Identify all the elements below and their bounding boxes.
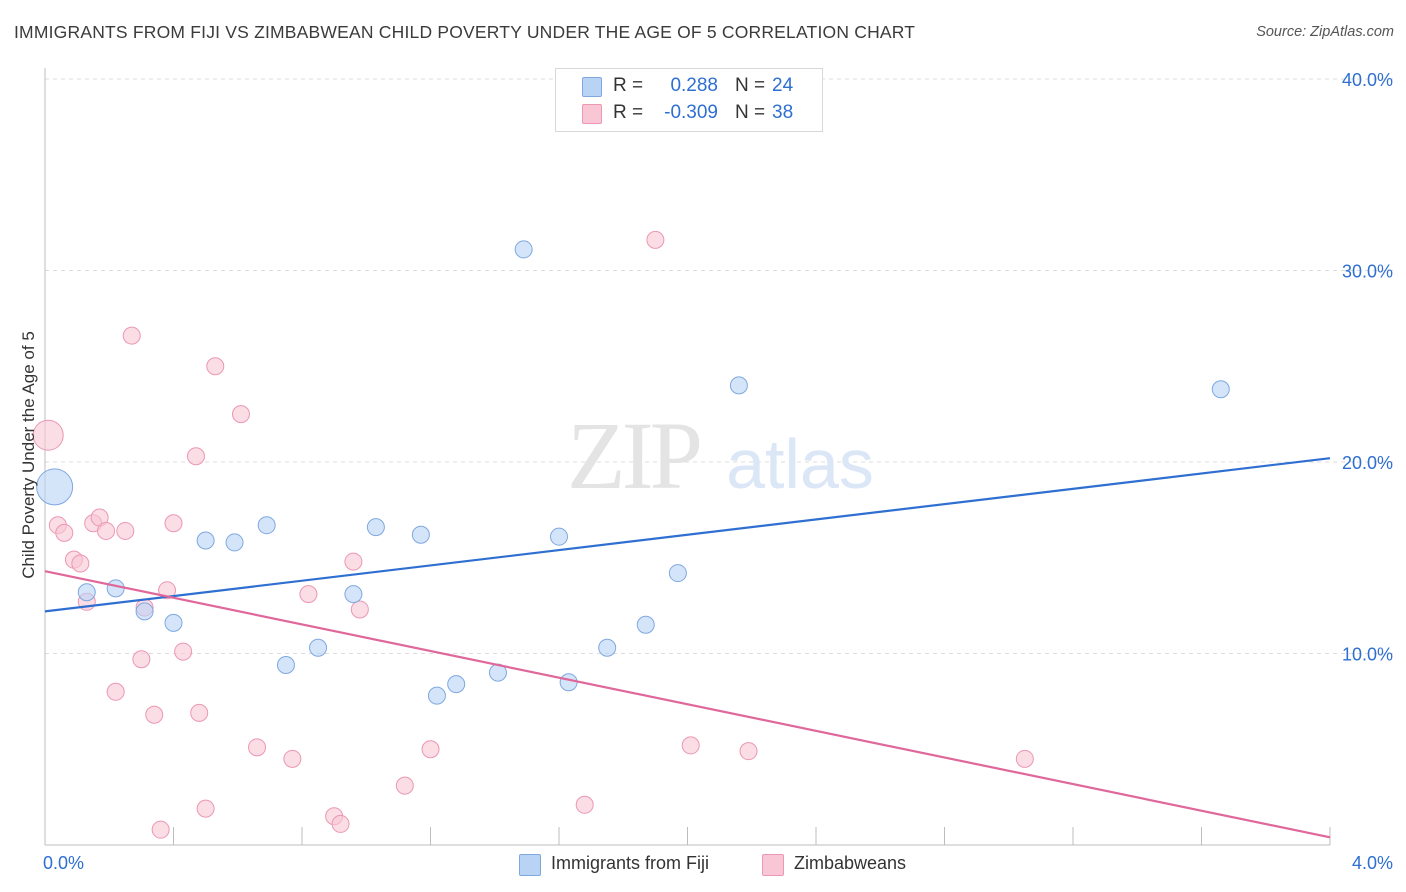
- n-label: N =: [735, 75, 766, 96]
- fiji-point: [276, 655, 295, 674]
- zimbabweans-point: [32, 419, 64, 451]
- fiji-swatch: [582, 77, 602, 97]
- n-value-zimbabweans: 38: [772, 102, 794, 123]
- zimbabweans-point: [55, 523, 74, 542]
- r-label: R =: [613, 102, 644, 123]
- zimbabweans-point: [186, 447, 205, 466]
- zimbabweans-point: [1015, 749, 1034, 768]
- zimbabweans-point: [350, 600, 369, 619]
- zimbabweans-point: [344, 552, 363, 571]
- y-tick-label: 40.0%: [1342, 70, 1393, 90]
- correlation-legend: R = 0.288 N = 24 R = -0.309 N = 38: [555, 68, 823, 132]
- fiji-point: [135, 602, 154, 621]
- watermark-atlas: atlas: [726, 425, 874, 503]
- chart-title: IMMIGRANTS FROM FIJI VS ZIMBABWEAN CHILD…: [14, 22, 916, 42]
- zimbabweans-point: [681, 736, 700, 755]
- fiji-point: [366, 518, 385, 537]
- fiji-point: [447, 675, 466, 694]
- zimbabweans-point: [283, 749, 302, 768]
- zimbabweans-point: [299, 585, 318, 604]
- n-label: N =: [735, 102, 766, 123]
- y-tick-label: 10.0%: [1342, 645, 1393, 665]
- fiji-point: [427, 686, 446, 705]
- fiji-point: [636, 615, 655, 634]
- fiji-legend-swatch: [519, 854, 541, 876]
- zimbabweans-point: [575, 795, 594, 814]
- fiji-legend-label: Immigrants from Fiji: [551, 853, 710, 873]
- zimbabweans-point: [122, 326, 141, 345]
- x-tick-label: 4.0%: [1352, 853, 1393, 873]
- zimbabweans-point: [97, 521, 116, 540]
- r-value-zimbabweans: -0.309: [664, 102, 718, 123]
- zimbabweans-point: [421, 740, 440, 759]
- zimbabweans-point: [646, 230, 665, 249]
- y-tick-label: 20.0%: [1342, 453, 1393, 473]
- fiji-point: [196, 531, 215, 550]
- fiji-point: [729, 376, 748, 395]
- zimbabweans-swatch: [582, 104, 602, 124]
- fiji-point: [106, 579, 125, 598]
- fiji-point: [514, 240, 533, 259]
- fiji-point: [550, 527, 568, 546]
- source-credit: Source: ZipAtlas.com: [1256, 24, 1394, 40]
- r-label: R =: [613, 75, 644, 96]
- zimbabweans-point: [331, 814, 350, 833]
- y-tick-label: 30.0%: [1342, 262, 1393, 282]
- zimbabweans-point: [106, 682, 125, 701]
- fiji-point: [559, 673, 578, 692]
- fiji-point: [411, 525, 430, 544]
- zimbabweans-point: [190, 703, 209, 722]
- fiji-point: [309, 638, 328, 657]
- zimbabweans-point: [151, 820, 170, 839]
- zimbabweans-point: [739, 742, 758, 761]
- fiji-point: [36, 468, 74, 506]
- zimbabweans-point: [145, 705, 164, 724]
- zimbabweans-point: [196, 799, 215, 818]
- zimbabweans-legend-swatch: [762, 854, 784, 876]
- fiji-point: [668, 564, 687, 583]
- zimbabweans-point: [71, 554, 90, 573]
- y-axis-label: Child Poverty Under the Age of 5: [19, 331, 38, 579]
- zimbabweans-point: [132, 650, 151, 669]
- fiji-point: [344, 585, 363, 604]
- zimbabweans-point: [395, 776, 414, 795]
- zimbabweans-trend-line: [44, 570, 1331, 839]
- n-value-fiji: 24: [772, 75, 794, 96]
- fiji-point: [1211, 380, 1230, 399]
- zimbabweans-point: [116, 521, 135, 540]
- zimbabweans-legend-label: Zimbabweans: [794, 853, 907, 873]
- fiji-point: [164, 613, 183, 632]
- fiji-point: [598, 638, 617, 657]
- x-tick-label: 0.0%: [43, 853, 84, 873]
- fiji-point: [257, 516, 276, 535]
- watermark-zip: ZIP: [567, 402, 700, 509]
- fiji-point: [77, 583, 96, 602]
- fiji-trend-line: [44, 457, 1331, 613]
- zimbabweans-point: [174, 642, 193, 661]
- r-value-fiji: 0.288: [670, 75, 718, 96]
- zimbabweans-point: [164, 514, 183, 533]
- zimbabweans-point: [231, 405, 250, 424]
- fiji-point: [225, 533, 244, 552]
- zimbabweans-point: [206, 357, 225, 376]
- zimbabweans-point: [248, 738, 267, 757]
